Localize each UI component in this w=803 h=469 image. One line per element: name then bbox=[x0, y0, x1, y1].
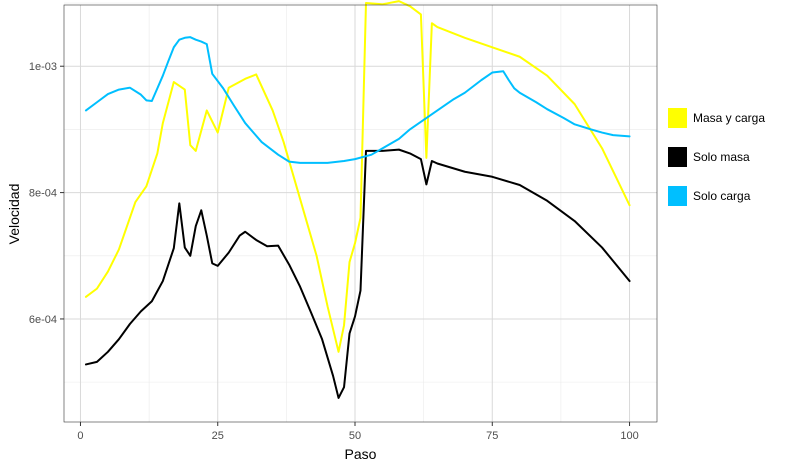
legend-key bbox=[668, 147, 687, 167]
legend-label: Solo carga bbox=[693, 189, 751, 203]
y-axis: 6e-04 8e-04 1e-03 bbox=[29, 61, 64, 326]
x-axis-title: Paso bbox=[345, 446, 377, 462]
minor-gridlines bbox=[64, 2, 657, 422]
y-axis-title: Velocidad bbox=[6, 184, 22, 245]
x-tick-label: 50 bbox=[349, 430, 361, 442]
x-tick-label: 75 bbox=[486, 430, 498, 442]
y-tick-label: 1e-03 bbox=[29, 61, 57, 73]
x-tick-label: 0 bbox=[77, 430, 83, 442]
y-tick-label: 6e-04 bbox=[29, 314, 57, 326]
legend-key bbox=[668, 186, 687, 206]
series-line-2 bbox=[84, 148, 631, 399]
panel-border bbox=[63, 4, 658, 423]
series-line-3 bbox=[84, 36, 631, 164]
x-tick-label: 25 bbox=[212, 430, 224, 442]
legend-key bbox=[668, 108, 687, 128]
legend-label: Solo masa bbox=[693, 150, 750, 164]
x-tick-label: 100 bbox=[620, 430, 638, 442]
legend-label: Masa y carga bbox=[693, 111, 765, 125]
y-tick-label: 8e-04 bbox=[29, 188, 57, 200]
series-lines bbox=[84, 0, 631, 399]
x-axis: 0 25 50 75 100 bbox=[77, 422, 639, 442]
series-line-1 bbox=[84, 0, 631, 353]
legend: Masa y carga Solo masa Solo carga bbox=[668, 108, 765, 206]
